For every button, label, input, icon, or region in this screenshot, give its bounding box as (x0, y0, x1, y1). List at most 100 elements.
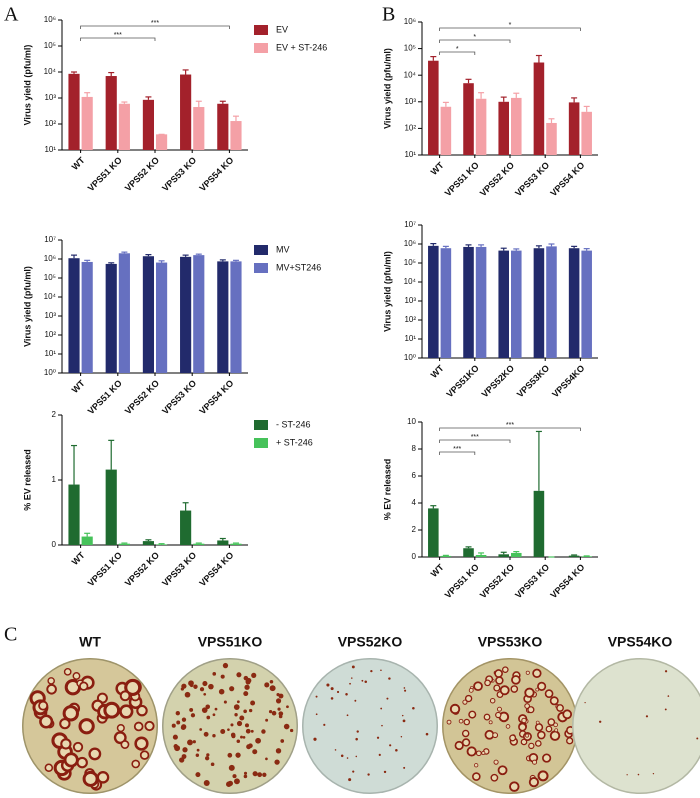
plaque (388, 677, 391, 680)
plaque (63, 667, 72, 676)
plaque (59, 717, 71, 730)
plaque (103, 701, 121, 719)
x-tick-label: VPS53KO (515, 363, 551, 399)
bar (81, 96, 93, 150)
plaque (189, 707, 194, 712)
plaque (336, 690, 340, 694)
plaque (236, 739, 241, 743)
plaque (696, 737, 699, 740)
y-tick-label: 10² (404, 315, 416, 324)
plaque (549, 696, 559, 706)
x-tick-label: VPS52 KO (123, 378, 161, 416)
bar (511, 97, 522, 155)
error-bar (121, 542, 128, 544)
plaque (44, 763, 54, 772)
plaque (380, 669, 382, 672)
plaque (664, 670, 668, 673)
x-tick-label: WT (429, 160, 446, 177)
error-bar (182, 502, 189, 511)
plaque (283, 723, 290, 730)
plaque (269, 679, 274, 684)
plaque (223, 700, 227, 704)
significance-bracket (80, 25, 230, 29)
x-tick-label: VPS51KO (444, 363, 480, 399)
bar (118, 253, 130, 373)
plaque (354, 699, 357, 702)
plaque (313, 737, 317, 741)
plaque (566, 737, 574, 745)
plaque (46, 683, 57, 695)
x-tick-label: VPS51 KO (443, 562, 481, 600)
y-tick-label: 10¹ (404, 334, 416, 343)
y-tick-label: 10¹ (44, 349, 56, 358)
bar (568, 102, 580, 155)
error-bar (71, 71, 78, 74)
significance-label: *** (151, 20, 159, 27)
bar (193, 543, 205, 545)
bar (230, 121, 242, 150)
plaque (524, 687, 535, 698)
error-bar (182, 69, 189, 75)
plate-label: WT (79, 634, 101, 650)
y-axis-label: Virus yield (pfu/ml) (382, 251, 392, 332)
legend-label: - ST-246 (276, 419, 311, 429)
plaque (378, 753, 381, 756)
error-bar (232, 115, 239, 122)
plaque (133, 721, 144, 732)
plaque (389, 744, 392, 747)
plaque (351, 677, 353, 679)
plaque (473, 681, 483, 691)
plaque (534, 723, 544, 732)
plaque (203, 692, 207, 696)
plaque (199, 687, 205, 692)
error-bar (513, 92, 520, 98)
y-axis-label: % EV released (22, 449, 32, 511)
plate (442, 658, 578, 794)
plaque (251, 672, 257, 678)
plaque (278, 714, 283, 719)
plaque (481, 751, 486, 755)
plaque (403, 766, 406, 769)
significance-label: * (509, 22, 512, 29)
plaque (182, 747, 188, 753)
plaque (584, 701, 586, 704)
plaque (356, 730, 359, 733)
x-tick-label: WT (70, 155, 87, 172)
error-bar (583, 105, 590, 112)
significance-bracket (439, 27, 581, 31)
y-tick-label: 10⁵ (44, 273, 56, 282)
plaque (136, 704, 148, 717)
significance-bracket (439, 51, 476, 55)
significance-bracket (80, 37, 156, 41)
y-tick-label: 10⁴ (44, 292, 57, 301)
x-tick-label: VPS51 KO (86, 378, 124, 416)
plaque (243, 691, 249, 697)
plaque (364, 680, 368, 683)
plaque (286, 705, 289, 709)
plaque (76, 756, 88, 769)
error-bar (108, 439, 115, 470)
plaque (113, 731, 127, 745)
error-bar (465, 78, 472, 84)
error-bar (465, 244, 472, 247)
bar (105, 76, 117, 150)
bar (118, 543, 130, 545)
x-tick-label: VPS51 KO (443, 160, 481, 198)
plaque (228, 764, 235, 771)
plaque (243, 709, 247, 714)
bar (568, 555, 580, 557)
plaque (139, 750, 150, 760)
plaque (230, 732, 236, 738)
plate-label: VPS53KO (478, 634, 543, 650)
y-tick-label: 10⁰ (44, 368, 56, 377)
plaque (537, 770, 549, 782)
y-tick-label: 10⁷ (44, 235, 56, 244)
plaque (556, 704, 564, 712)
plaque (664, 708, 667, 711)
plaque (535, 720, 540, 725)
bar (105, 263, 117, 373)
error-bar (108, 71, 115, 77)
error-bar (442, 554, 449, 556)
bar (156, 544, 168, 545)
plaque (181, 717, 187, 722)
